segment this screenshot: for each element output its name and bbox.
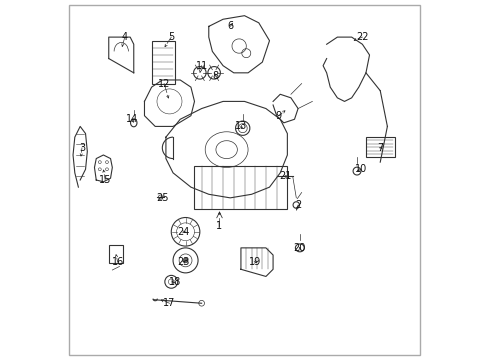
Text: 11: 11: [195, 61, 207, 71]
Text: 16: 16: [111, 257, 123, 267]
Text: 1: 1: [216, 221, 222, 231]
Text: 14: 14: [125, 114, 138, 124]
Text: 21: 21: [279, 171, 291, 181]
Text: 22: 22: [355, 32, 368, 42]
Text: 25: 25: [156, 193, 168, 203]
Text: 6: 6: [227, 21, 233, 31]
Text: 13: 13: [234, 121, 246, 131]
Text: 4: 4: [122, 32, 128, 42]
Text: 5: 5: [168, 32, 174, 42]
Text: 15: 15: [99, 175, 111, 185]
Text: 24: 24: [177, 227, 189, 237]
Text: 2: 2: [294, 200, 301, 210]
Text: 19: 19: [248, 257, 261, 267]
Text: 9: 9: [275, 111, 281, 121]
Text: 7: 7: [376, 143, 383, 153]
Text: 18: 18: [168, 277, 181, 287]
Text: 10: 10: [354, 164, 366, 174]
Bar: [108, 245, 123, 263]
Circle shape: [183, 258, 188, 263]
Bar: [365, 137, 394, 157]
Bar: [194, 166, 287, 208]
Text: 8: 8: [212, 71, 219, 81]
Bar: [151, 41, 175, 84]
Text: 20: 20: [293, 243, 305, 253]
Text: 3: 3: [79, 143, 85, 153]
Text: 12: 12: [158, 78, 170, 89]
Text: 17: 17: [163, 298, 175, 308]
Text: 23: 23: [177, 257, 189, 267]
